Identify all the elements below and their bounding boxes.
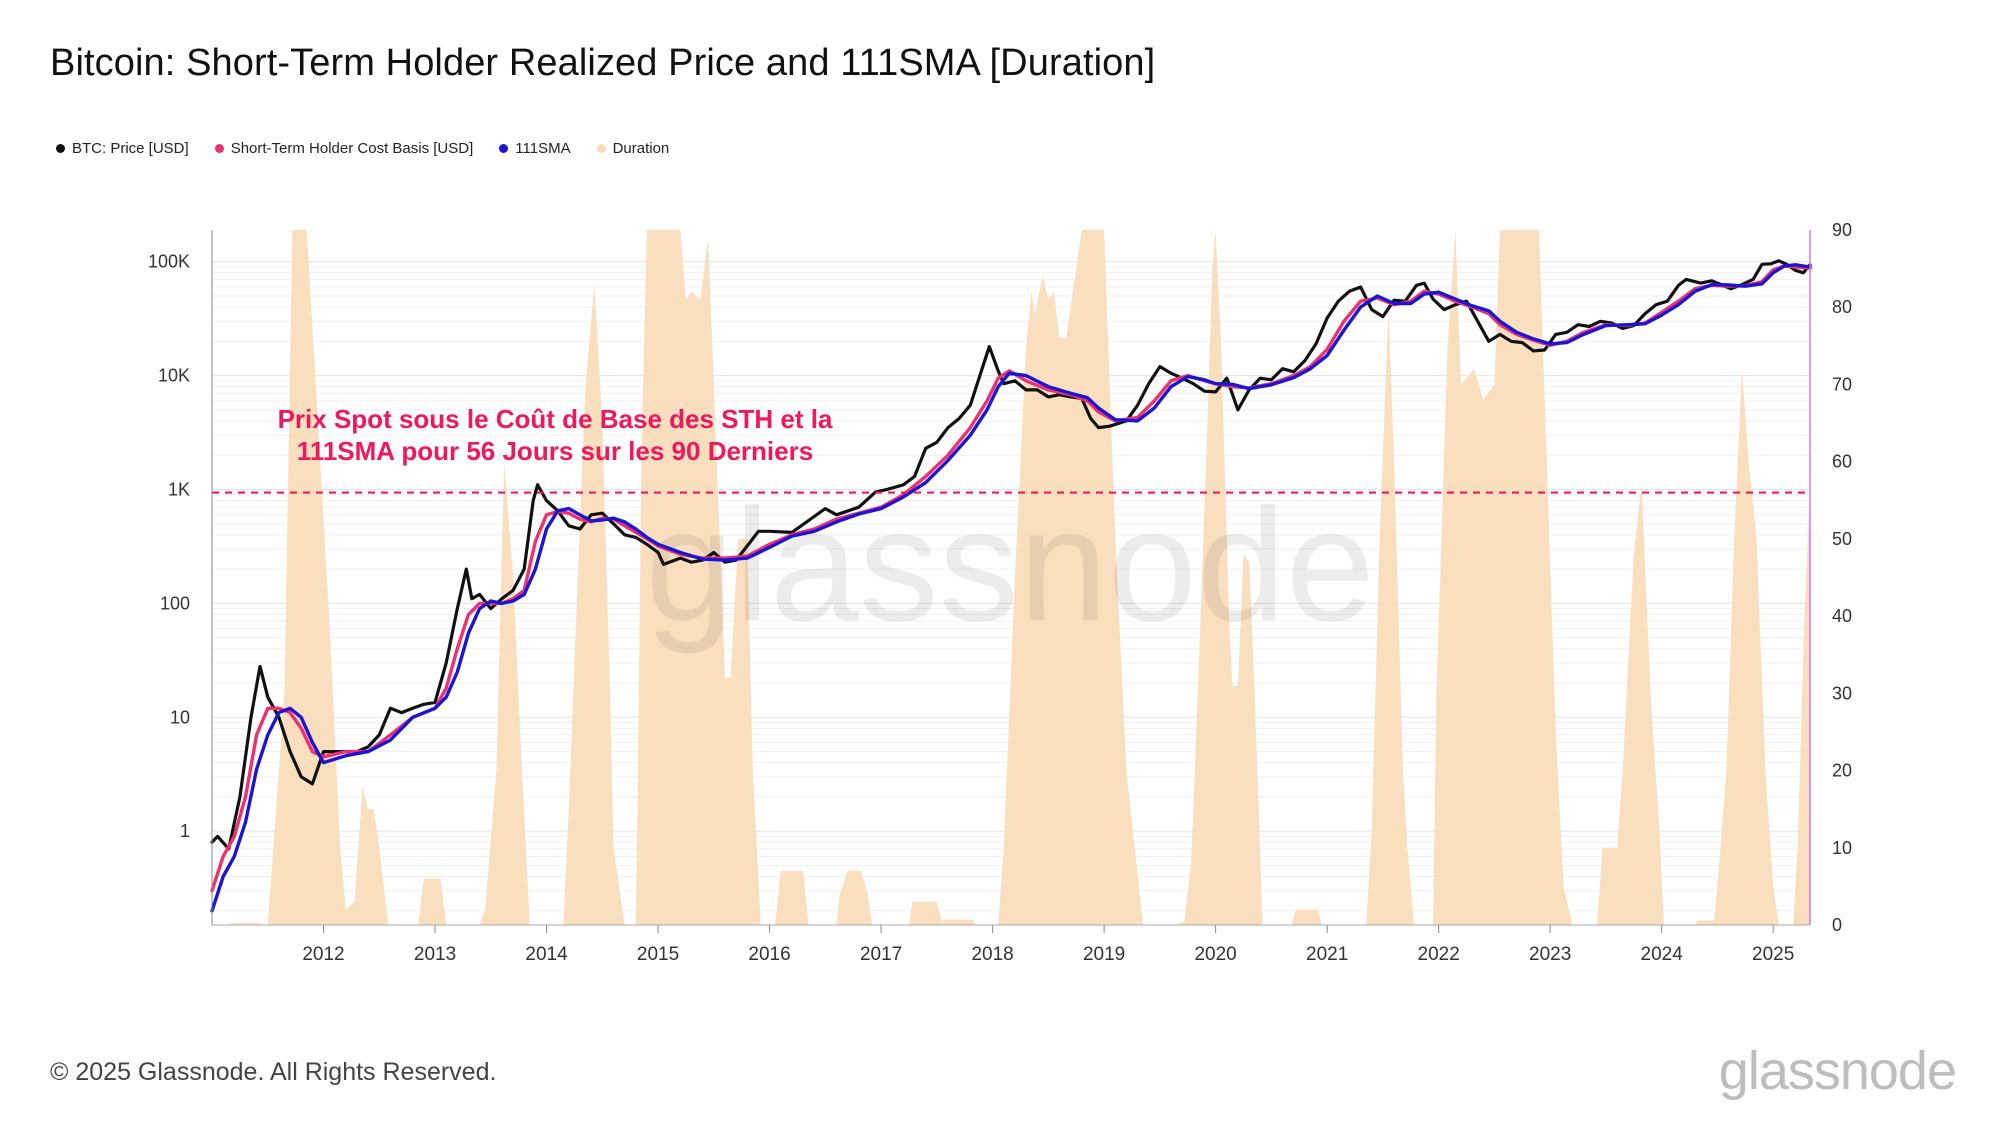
y-left-tick-label: 10: [170, 707, 190, 727]
legend-item-duration[interactable]: Duration: [596, 140, 670, 157]
legend-dot-price: [56, 144, 65, 153]
legend-label-111sma: 111SMA: [515, 140, 571, 157]
y-left-tick-label: 1: [180, 821, 190, 841]
chart-title: Bitcoin: Short-Term Holder Realized Pric…: [50, 42, 1156, 84]
legend-dot-111sma: [499, 144, 509, 153]
series-layer: [210, 259, 1812, 913]
y-left-tick-label: 10K: [158, 366, 190, 386]
x-tick-label: 2023: [1529, 944, 1571, 965]
x-tick-label: 2012: [302, 944, 344, 965]
x-tick-label: 2017: [860, 944, 902, 965]
watermark-text: glassnode: [645, 475, 1374, 654]
x-tick-label: 2019: [1083, 944, 1125, 965]
x-tick-label: 2022: [1418, 944, 1460, 965]
y-left-tick-label: 100K: [148, 252, 190, 272]
x-tick-label: 2014: [525, 944, 568, 965]
axes: 1 10 100 1K 10K 100K 0 10 20 30 40 50 60 70 80 90 2012 20…: [148, 220, 1852, 965]
x-tick-label: 2021: [1306, 944, 1348, 965]
legend-item-111sma[interactable]: 111SMA: [499, 140, 571, 157]
annotation-line-2: 111SMA pour 56 Jours sur les 90 Derniers: [297, 436, 813, 466]
annotation: Prix Spot sous le Coût de Base des STH e…: [278, 404, 833, 466]
legend-label-sth-cost-basis: Short-Term Holder Cost Basis [USD]: [230, 140, 474, 157]
x-tick-label: 2015: [637, 944, 679, 965]
legend-dot-duration: [596, 144, 606, 153]
legend-label-price: BTC: Price [USD]: [72, 140, 189, 157]
y-right-tick-label: 50: [1832, 529, 1852, 549]
price-line: [210, 259, 1812, 851]
x-tick-label: 2013: [414, 944, 456, 965]
y-right-tick-label: 30: [1832, 683, 1852, 703]
x-tick-label: 2024: [1641, 944, 1684, 965]
legend-item-sth-cost-basis[interactable]: Short-Term Holder Cost Basis [USD]: [214, 140, 474, 157]
y-left-tick-label: 100: [160, 593, 190, 613]
y-right-tick-label: 70: [1832, 374, 1852, 394]
duration-area: [212, 230, 1810, 925]
y-right-tick-label: 20: [1832, 761, 1852, 781]
x-tick-label: 2016: [748, 944, 790, 965]
legend-item-price[interactable]: BTC: Price [USD]: [56, 140, 189, 157]
y-left-tick-label: 1K: [168, 480, 190, 500]
y-right-tick-label: 10: [1832, 838, 1852, 858]
legend-label-duration: Duration: [612, 140, 670, 157]
y-right-tick-label: 0: [1832, 915, 1842, 935]
copyright-footer: © 2025 Glassnode. All Rights Reserved.: [50, 1058, 497, 1086]
legend: BTC: Price [USD] Short-Term Holder Cost …: [56, 140, 669, 157]
x-tick-label: 2025: [1752, 944, 1794, 965]
sma-111-line: [210, 263, 1812, 913]
brand-logo: glassnode: [1718, 1041, 1957, 1101]
y-right-tick-label: 40: [1832, 606, 1852, 626]
legend-dot-sth-cost-basis: [214, 144, 224, 153]
annotation-line-1: Prix Spot sous le Coût de Base des STH e…: [278, 404, 833, 434]
y-right-tick-label: 60: [1832, 452, 1852, 472]
y-right-tick-label: 90: [1832, 220, 1852, 240]
x-tick-label: 2020: [1194, 944, 1236, 965]
y-right-tick-label: 80: [1832, 297, 1852, 317]
x-tick-label: 2018: [971, 944, 1013, 965]
duration-layer: [212, 230, 1810, 925]
